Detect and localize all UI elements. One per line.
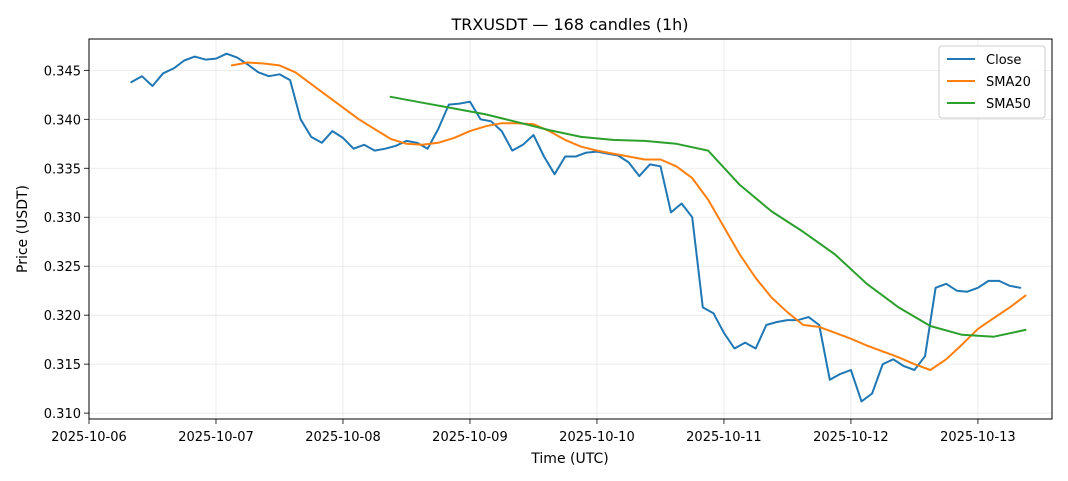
y-tick-label: 0.320 [44, 309, 81, 324]
x-tick-label: 2025-10-10 [559, 430, 635, 445]
x-tick-label: 2025-10-12 [813, 430, 889, 445]
y-tick-label: 0.315 [44, 358, 81, 373]
x-tick-label: 2025-10-06 [51, 430, 127, 445]
chart-title: TRXUSDT — 168 candles (1h) [450, 15, 688, 34]
y-axis-ticks: 0.310 0.315 0.320 0.325 0.330 0.335 0.340 0.345 [44, 64, 89, 422]
plot-area-frame [88, 38, 1053, 420]
y-axis-label: Price (USDT) [15, 185, 31, 273]
x-tick-label: 2025-10-13 [940, 430, 1016, 445]
legend: Close SMA20 SMA50 [938, 45, 1046, 119]
y-tick-label: 0.345 [44, 64, 81, 79]
x-tick-label: 2025-10-11 [686, 430, 762, 445]
series-line-close [130, 52, 1022, 403]
y-tick-label: 0.335 [44, 162, 81, 177]
series-lines [130, 52, 1027, 403]
legend-box [938, 45, 1046, 119]
legend-label-close: Close [986, 53, 1021, 68]
series-line-sma20 [230, 61, 1027, 371]
y-tick-label: 0.340 [44, 113, 81, 128]
grid-lines [88, 39, 1052, 419]
y-tick-label: 0.325 [44, 260, 81, 275]
x-tick-label: 2025-10-09 [432, 430, 508, 445]
x-axis-ticks: 2025-10-06 2025-10-07 2025-10-08 2025-10-09… [51, 419, 1016, 445]
x-tick-label: 2025-10-07 [178, 430, 254, 445]
y-tick-label: 0.310 [44, 407, 81, 422]
legend-label-sma20: SMA20 [986, 75, 1031, 90]
x-axis-label: Time (UTC) [530, 451, 608, 467]
series-line-sma50 [389, 95, 1027, 338]
x-tick-label: 2025-10-08 [305, 430, 381, 445]
legend-label-sma50: SMA50 [986, 97, 1031, 112]
y-tick-label: 0.330 [44, 211, 81, 226]
